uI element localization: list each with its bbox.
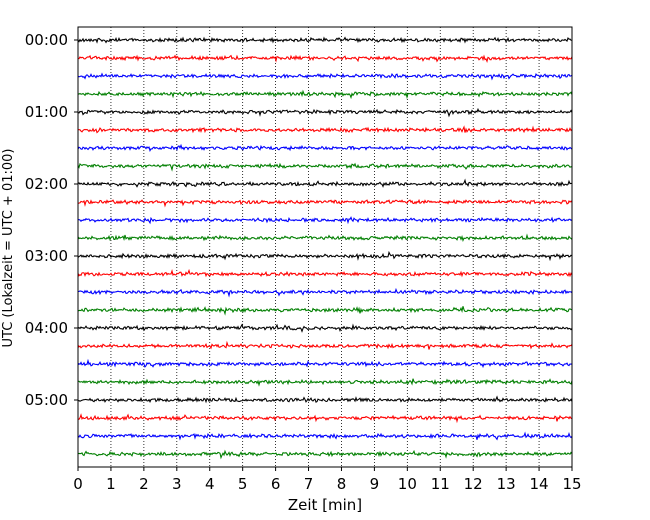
x-tick-label-10: 10 — [398, 475, 417, 493]
y-tick-label-0500: 05:00 — [25, 391, 68, 409]
x-tick-label-14: 14 — [530, 475, 549, 493]
y-tick-label-0000: 00:00 — [25, 31, 68, 49]
x-tick-label-1: 1 — [106, 475, 116, 493]
y-axis-ticks: 00:00 01:00 02:00 03:00 04:00 05:00 — [25, 31, 78, 409]
x-tick-label-7: 7 — [304, 475, 314, 493]
plot-frame — [77, 26, 573, 468]
trace-0045 — [77, 89, 573, 100]
x-axis-ticks: 0 1 2 3 4 5 6 7 8 9 10 11 12 13 14 15 — [73, 467, 582, 493]
trace-0245 — [77, 233, 573, 242]
trace-0315 — [77, 268, 573, 278]
trace-0400 — [77, 323, 573, 333]
x-tick-label-13: 13 — [497, 475, 516, 493]
trace-0215 — [77, 198, 573, 208]
trace-0145 — [77, 162, 573, 172]
trace-0530 — [77, 431, 573, 441]
trace-0500 — [77, 395, 573, 404]
x-tick-label-9: 9 — [370, 475, 380, 493]
x-tick-label-4: 4 — [205, 475, 215, 493]
trace-0000 — [77, 36, 573, 44]
trace-0330 — [78, 287, 573, 298]
trace-0100 — [77, 107, 573, 118]
y-tick-label-0400: 04:00 — [25, 319, 68, 337]
trace-0415 — [77, 340, 573, 350]
grid-lines — [110, 27, 540, 467]
trace-0430 — [77, 358, 573, 369]
trace-0015 — [77, 54, 573, 64]
trace-0200 — [77, 178, 573, 188]
x-tick-label-5: 5 — [238, 475, 248, 493]
x-tick-label-3: 3 — [172, 475, 182, 493]
x-tick-label-11: 11 — [431, 475, 450, 493]
x-tick-label-15: 15 — [562, 475, 581, 493]
trace-0115 — [77, 125, 573, 134]
trace-0230 — [77, 216, 573, 225]
x-tick-label-6: 6 — [271, 475, 281, 493]
x-axis-label: Zeit [min] — [288, 496, 362, 514]
x-tick-label-0: 0 — [73, 475, 83, 493]
trace-0545 — [77, 449, 573, 460]
y-tick-label-0100: 01:00 — [25, 103, 68, 121]
trace-0345 — [77, 306, 573, 316]
y-axis-label: UTC (Lokalzeit = UTC + 01:00) — [1, 149, 16, 348]
trace-0515 — [77, 413, 573, 424]
trace-0130 — [77, 143, 573, 152]
x-tick-label-12: 12 — [464, 475, 483, 493]
x-tick-label-8: 8 — [337, 475, 347, 493]
trace-0445 — [77, 378, 573, 387]
y-tick-label-0300: 03:00 — [25, 247, 68, 265]
x-tick-label-2: 2 — [139, 475, 149, 493]
y-tick-label-0200: 02:00 — [25, 175, 68, 193]
seismic-traces — [77, 36, 573, 460]
trace-0300 — [77, 250, 573, 262]
trace-0030 — [77, 72, 573, 81]
